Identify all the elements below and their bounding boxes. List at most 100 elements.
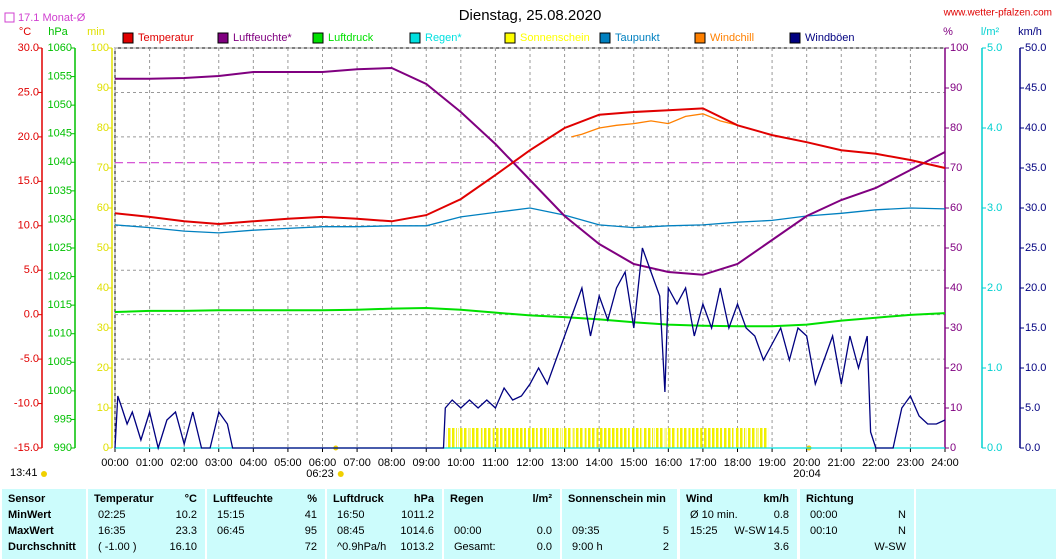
x-tick-label: 09:00 bbox=[412, 457, 440, 469]
y-tick-label: 1055 bbox=[48, 70, 72, 82]
x-tick-label: 22:00 bbox=[862, 457, 890, 469]
x-tick-label: 04:00 bbox=[240, 457, 268, 469]
sunshine-bar bbox=[746, 428, 757, 448]
y-tick-label: 1010 bbox=[48, 328, 72, 340]
x-tick-label: 17:00 bbox=[689, 457, 717, 469]
table-cell: 15:15 bbox=[217, 509, 245, 521]
table-header: Sonnenschein min bbox=[568, 493, 666, 505]
row-label: Durchschnitt bbox=[8, 541, 76, 553]
sunshine-bar bbox=[550, 428, 561, 448]
sunshine-bar bbox=[653, 428, 665, 448]
y-tick-label: 2.0 bbox=[987, 282, 1002, 294]
y-tick-label: 15.0 bbox=[18, 175, 39, 187]
y-tick-label: 10.0 bbox=[18, 220, 39, 232]
legend-swatch bbox=[789, 32, 801, 44]
legend-swatch bbox=[694, 32, 706, 44]
sunrise-label: 06:23 bbox=[306, 468, 334, 480]
sunshine-bar bbox=[688, 428, 699, 448]
y-tick-label: 20.0 bbox=[1025, 282, 1046, 294]
y-tick-label: 25.0 bbox=[18, 86, 39, 98]
sunshine-bar bbox=[458, 428, 469, 448]
y-tick-label: 45.0 bbox=[1025, 82, 1046, 94]
y-tick-label: 5.0 bbox=[24, 264, 39, 276]
y-tick-label: 1.0 bbox=[987, 362, 1002, 374]
chart-title: Dienstag, 25.08.2020 bbox=[459, 7, 602, 24]
y-tick-label: 990 bbox=[54, 442, 72, 454]
y-tick-label: 10 bbox=[950, 402, 962, 414]
stats-table: Sensor Temperatur °C Luftfeuchte% Luftdruck h… bbox=[8, 493, 907, 553]
legend-label: Luftdruck bbox=[328, 32, 374, 44]
table-header: °C bbox=[185, 493, 197, 505]
y-tick-label: 20.0 bbox=[18, 131, 39, 143]
sunshine-bar bbox=[584, 428, 596, 448]
table-cell: 2 bbox=[663, 541, 669, 553]
y-tick-label: 0 bbox=[950, 442, 956, 454]
legend-label: Luftfeuchte* bbox=[233, 32, 292, 44]
table-header: Sensor bbox=[8, 493, 46, 505]
x-tick-label: 06:00 bbox=[309, 457, 337, 469]
legend-label: Temperatur bbox=[138, 32, 194, 44]
x-tick-label: 05:00 bbox=[274, 457, 302, 469]
y-tick-label: 1030 bbox=[48, 213, 72, 225]
sunshine-bar bbox=[480, 428, 492, 448]
table-cell: 1014.6 bbox=[400, 525, 434, 537]
series-line bbox=[114, 306, 946, 328]
table-column bbox=[800, 489, 914, 559]
y-tick-label: 10 bbox=[97, 402, 109, 414]
y-tick-label: 80 bbox=[97, 122, 109, 134]
y-tick-label: 995 bbox=[54, 413, 72, 425]
axis-unit: % bbox=[943, 26, 953, 38]
y-tick-label: 1035 bbox=[48, 185, 72, 197]
y-tick-label: 80 bbox=[950, 122, 962, 134]
table-column bbox=[327, 489, 442, 559]
x-tick-label: 23:00 bbox=[897, 457, 925, 469]
sunshine-bar bbox=[665, 428, 677, 448]
table-cell: N bbox=[898, 525, 906, 537]
x-tick-label: 18:00 bbox=[724, 457, 752, 469]
table-cell: 23.3 bbox=[176, 525, 197, 537]
x-tick-label: 08:00 bbox=[378, 457, 406, 469]
table-cell: 10.2 bbox=[176, 509, 197, 521]
y-tick-label: 30.0 bbox=[18, 42, 39, 54]
table-cell: 16:35 bbox=[98, 525, 126, 537]
series-line bbox=[114, 247, 946, 451]
y-tick-label: 1000 bbox=[48, 385, 72, 397]
sunshine-bar bbox=[561, 428, 573, 448]
sun-icon bbox=[41, 471, 47, 477]
table-cell: 95 bbox=[305, 525, 317, 537]
y-tick-label: 30 bbox=[950, 322, 962, 334]
sunshine-bar bbox=[734, 428, 746, 448]
x-tick-label: 16:00 bbox=[655, 457, 683, 469]
table-header: % bbox=[307, 493, 317, 505]
y-tick-label: 30.0 bbox=[1025, 202, 1046, 214]
table-cell: Gesamt: bbox=[454, 541, 496, 553]
table-cell: 15:25 bbox=[690, 525, 718, 537]
x-tick-label: 20:00 bbox=[793, 457, 821, 469]
table-column bbox=[680, 489, 797, 559]
table-cell: 0.8 bbox=[774, 509, 789, 521]
y-tick-label: -10.0 bbox=[14, 397, 39, 409]
sunshine-bar bbox=[722, 428, 734, 448]
y-tick-label: 20 bbox=[950, 362, 962, 374]
y-tick-label: 60 bbox=[97, 202, 109, 214]
table-cell: ^0.9hPa/h bbox=[337, 541, 386, 553]
table-header: l/m² bbox=[532, 493, 552, 505]
y-tick-label: 1040 bbox=[48, 156, 72, 168]
y-tick-label: 35.0 bbox=[1025, 162, 1046, 174]
table-cell: ( -1.00 ) bbox=[98, 541, 137, 553]
y-tick-label: 1050 bbox=[48, 99, 72, 111]
y-tick-label: 50.0 bbox=[1025, 42, 1046, 54]
y-tick-label: 1045 bbox=[48, 128, 72, 140]
y-tick-label: 1015 bbox=[48, 299, 72, 311]
sunshine-bar bbox=[538, 428, 550, 448]
x-tick-label: 03:00 bbox=[205, 457, 233, 469]
y-tick-label: 5.0 bbox=[1025, 402, 1040, 414]
table-cell: W-SW bbox=[734, 525, 766, 537]
table-cell: 00:10 bbox=[810, 525, 838, 537]
y-tick-label: 40 bbox=[97, 282, 109, 294]
x-tick-label: 15:00 bbox=[620, 457, 648, 469]
axis-unit: km/h bbox=[1018, 26, 1042, 38]
axis-unit: hPa bbox=[48, 26, 68, 38]
table-cell: 16:50 bbox=[337, 509, 365, 521]
